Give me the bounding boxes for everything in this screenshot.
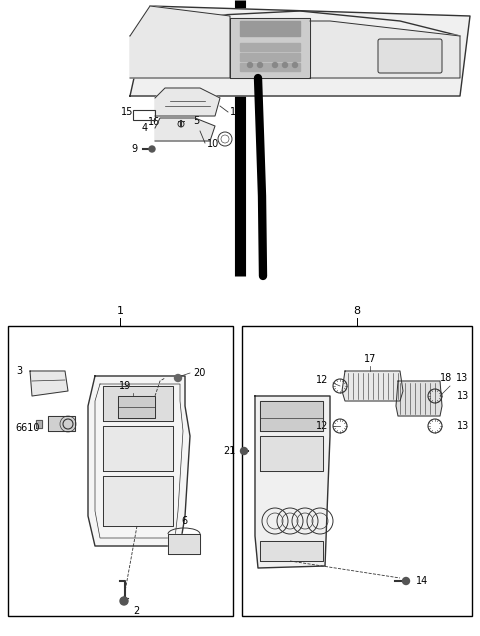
- Text: 8: 8: [353, 306, 360, 316]
- Text: 12: 12: [316, 375, 328, 385]
- FancyBboxPatch shape: [242, 326, 472, 616]
- Text: 4: 4: [142, 123, 148, 133]
- Text: 5: 5: [193, 116, 199, 126]
- Text: 1: 1: [117, 306, 123, 316]
- Circle shape: [273, 62, 277, 67]
- Text: 13: 13: [456, 373, 468, 383]
- Circle shape: [240, 448, 248, 455]
- Text: 18: 18: [440, 373, 452, 383]
- Circle shape: [248, 62, 252, 67]
- Text: 17: 17: [364, 354, 376, 364]
- Text: 21: 21: [224, 446, 236, 456]
- Polygon shape: [118, 396, 155, 418]
- Polygon shape: [103, 386, 173, 421]
- Text: 12: 12: [316, 421, 328, 431]
- Polygon shape: [240, 53, 300, 61]
- FancyBboxPatch shape: [8, 326, 233, 616]
- Text: 9: 9: [131, 144, 137, 154]
- Bar: [133, 110, 155, 120]
- Polygon shape: [155, 118, 215, 141]
- Text: 15: 15: [120, 107, 133, 117]
- Polygon shape: [88, 376, 190, 546]
- Text: 13: 13: [457, 391, 469, 401]
- Polygon shape: [255, 396, 330, 568]
- Polygon shape: [310, 21, 460, 78]
- Polygon shape: [260, 401, 323, 431]
- Text: 16: 16: [148, 117, 160, 127]
- Text: 10: 10: [207, 139, 219, 149]
- Polygon shape: [103, 426, 173, 471]
- Circle shape: [149, 146, 155, 152]
- Text: 6: 6: [181, 516, 187, 526]
- Polygon shape: [130, 6, 470, 96]
- Text: 20: 20: [193, 368, 205, 378]
- Text: 6610: 6610: [15, 423, 39, 433]
- Circle shape: [120, 597, 128, 605]
- Circle shape: [175, 375, 181, 382]
- Text: 7: 7: [238, 137, 244, 147]
- Polygon shape: [260, 541, 323, 561]
- Polygon shape: [48, 416, 75, 431]
- Polygon shape: [230, 18, 310, 78]
- Polygon shape: [103, 476, 173, 526]
- Polygon shape: [260, 436, 323, 471]
- Text: 14: 14: [416, 576, 428, 586]
- Text: 13: 13: [457, 421, 469, 431]
- FancyBboxPatch shape: [378, 39, 442, 73]
- Text: 2: 2: [133, 606, 139, 616]
- Polygon shape: [130, 6, 230, 78]
- Polygon shape: [396, 381, 442, 416]
- Text: 3: 3: [16, 366, 22, 376]
- Text: 19: 19: [119, 381, 131, 391]
- Polygon shape: [30, 371, 68, 396]
- Polygon shape: [36, 420, 42, 428]
- Circle shape: [292, 62, 298, 67]
- Polygon shape: [155, 88, 220, 116]
- Polygon shape: [342, 371, 403, 401]
- Circle shape: [403, 577, 409, 584]
- Circle shape: [257, 62, 263, 67]
- Text: 11: 11: [230, 107, 242, 117]
- Polygon shape: [240, 43, 300, 51]
- Polygon shape: [240, 21, 300, 36]
- Polygon shape: [168, 534, 200, 554]
- Polygon shape: [240, 63, 300, 71]
- Circle shape: [283, 62, 288, 67]
